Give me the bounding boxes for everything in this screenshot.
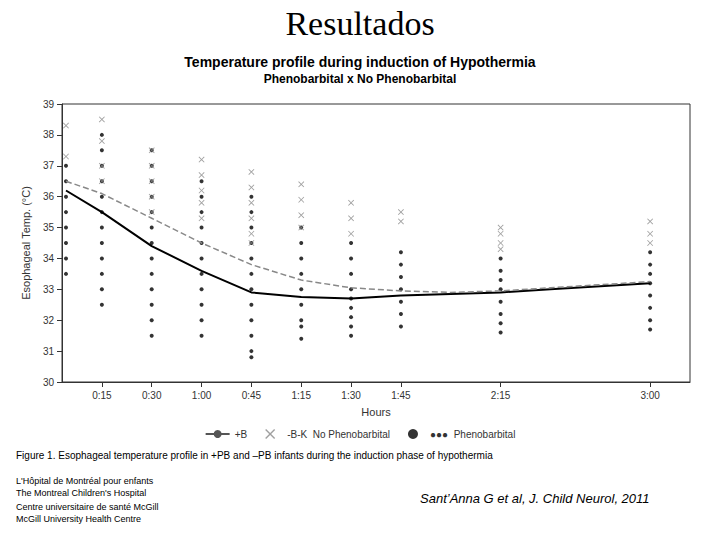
svg-text:1:15: 1:15 [292, 390, 312, 401]
svg-text:Hours: Hours [361, 406, 391, 418]
svg-text:35: 35 [43, 222, 55, 233]
svg-text:Figure 1. Esophageal temperatu: Figure 1. Esophageal temperature profile… [16, 450, 493, 461]
svg-text:31: 31 [43, 346, 55, 357]
svg-text:1:45: 1:45 [391, 390, 411, 401]
svg-text:Temperature profile during ind: Temperature profile during induction of … [184, 54, 536, 70]
svg-text:36: 36 [43, 191, 55, 202]
svg-text:●●● Phenobarbital: ●●● Phenobarbital [430, 429, 515, 440]
svg-text:2:15: 2:15 [491, 390, 511, 401]
svg-text:1:00: 1:00 [192, 390, 212, 401]
svg-text:0:45: 0:45 [242, 390, 262, 401]
svg-text:+B: +B [235, 429, 248, 440]
svg-text:38: 38 [43, 129, 55, 140]
svg-text:Centre universitaire de santé: Centre universitaire de santé McGill [16, 502, 159, 512]
svg-text:0:30: 0:30 [142, 390, 162, 401]
svg-text:39: 39 [43, 99, 55, 110]
svg-text:0:15: 0:15 [92, 390, 112, 401]
svg-text:Phenobarbital x No Phenobarbit: Phenobarbital x No Phenobarbital [264, 72, 457, 86]
svg-text:McGill University Health Centr: McGill University Health Centre [16, 514, 141, 524]
svg-text:3:00: 3:00 [640, 390, 660, 401]
svg-text:The Montreal Children's Hospit: The Montreal Children's Hospital [16, 488, 146, 498]
svg-text:30: 30 [43, 377, 55, 388]
svg-text:-B-K No Phenobarbital: -B-K No Phenobarbital [287, 429, 390, 440]
svg-text:1:30: 1:30 [341, 390, 361, 401]
svg-text:L'Hôpital de Montréal pour enf: L'Hôpital de Montréal pour enfants [16, 476, 154, 486]
svg-text:Esophageal Temp. (°C): Esophageal Temp. (°C) [20, 186, 32, 300]
svg-text:33: 33 [43, 284, 55, 295]
svg-text:37: 37 [43, 160, 55, 171]
svg-text:34: 34 [43, 253, 55, 264]
svg-text:32: 32 [43, 315, 55, 326]
svg-text:Sant’Anna G et al, J. Child Ne: Sant’Anna G et al, J. Child Neurol, 2011 [420, 491, 650, 506]
svg-text:Resultados: Resultados [285, 5, 434, 42]
